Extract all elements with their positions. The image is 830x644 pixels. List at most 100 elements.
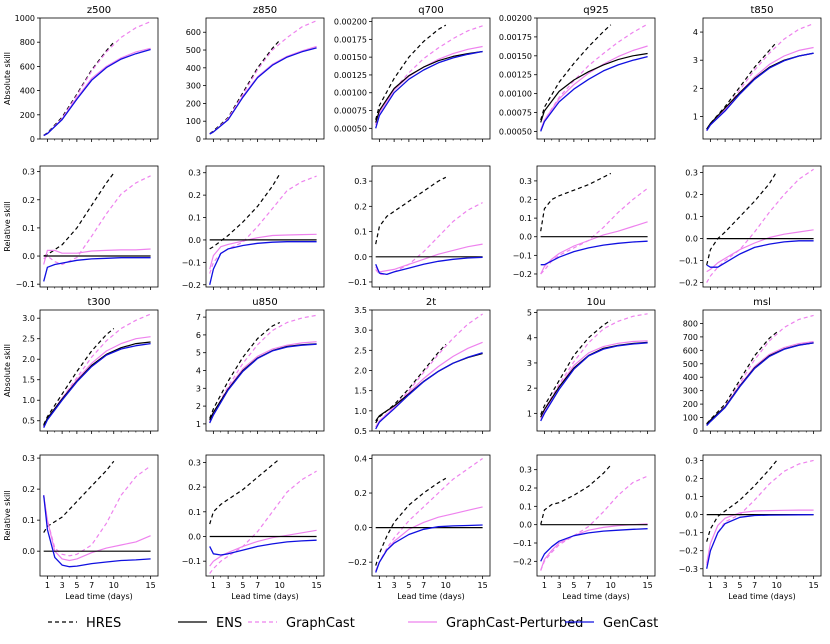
- y-tick-label: −0.3: [679, 565, 698, 574]
- y-tick-label: 0.3: [188, 458, 201, 467]
- y-tick-label: −0.2: [679, 547, 698, 556]
- x-tick-label: 5: [737, 581, 742, 590]
- x-axis-label: Lead time (days): [562, 592, 630, 601]
- y-tick-label: 0.00075: [334, 107, 367, 116]
- x-tick-label: 10: [606, 581, 616, 590]
- y-tick-label: 0.00050: [499, 127, 532, 136]
- series-line-graphcast-perturbed: [375, 243, 483, 273]
- series-line-hres: [209, 173, 281, 250]
- axes-frame: [702, 309, 822, 432]
- series-group: [706, 459, 814, 569]
- y-tick-label: 200: [20, 111, 35, 120]
- axes-frame: [39, 454, 159, 577]
- y-tick-label: 500: [186, 46, 201, 55]
- series-group: [209, 314, 317, 424]
- x-tick-label: 1: [377, 581, 382, 590]
- x-tick-label: 10: [772, 581, 782, 590]
- series-line-graphcast-perturbed: [375, 506, 483, 572]
- subplot-title: 10u: [586, 297, 605, 308]
- x-tick-label: 7: [586, 581, 591, 590]
- series-line-graphcast-perturbed: [209, 529, 317, 567]
- legend-item-graphcast: GraphCast: [248, 616, 355, 631]
- y-tick-label: 0.2: [519, 484, 532, 493]
- series-line-graphcast-perturbed: [540, 221, 648, 275]
- series-line-graphcast: [540, 313, 648, 419]
- y-tick-label: 100: [186, 117, 201, 126]
- y-tick-label: 0.3: [519, 177, 532, 186]
- axes-frame: [371, 309, 491, 432]
- series-line-hres: [540, 24, 612, 121]
- x-axis-label: Lead time (days): [231, 592, 299, 601]
- y-tick-label: 300: [683, 387, 698, 396]
- series-line-ens: [540, 52, 648, 123]
- y-tick-label: 0.1: [188, 214, 201, 223]
- series-line-hres: [375, 176, 447, 245]
- x-tick-label: 5: [571, 581, 576, 590]
- y-tick-label: 0.2: [685, 191, 698, 200]
- y-axis-label: Absolute skill: [3, 52, 12, 105]
- series-line-gencast: [43, 48, 151, 137]
- y-tick-label: 0.00150: [499, 52, 532, 61]
- y-axis-label: Relative skill: [3, 490, 12, 540]
- legend: HRES ENS GraphCast GraphCast-Perturbed GenCa…: [48, 616, 658, 631]
- y-tick-label: 0.0: [22, 547, 35, 556]
- series-group: [375, 458, 483, 573]
- y-tick-label: 600: [186, 28, 201, 37]
- subplot-r1c3: −0.2 −0.1 0.0 0.1 0.2 0.3: [513, 165, 656, 290]
- y-tick-label: −0.2: [348, 558, 367, 567]
- y-tick-label: 0.0: [188, 532, 201, 541]
- y-tick-label: 300: [186, 82, 201, 91]
- series-line-gencast: [706, 240, 814, 268]
- x-tick-label: 3: [226, 581, 231, 590]
- series-line-graphcast: [375, 25, 483, 125]
- y-tick-label: 1.0: [22, 396, 35, 405]
- y-tick-label: 0.1: [685, 213, 698, 222]
- y-tick-label: 0.00125: [499, 71, 532, 80]
- series-line-hres: [209, 321, 281, 419]
- series-line-graphcast: [209, 20, 317, 135]
- series-line-graphcast: [209, 470, 317, 574]
- x-tick-label: 3: [60, 581, 65, 590]
- legend-item-ens: ENS: [178, 616, 242, 631]
- y-tick-label: 7: [196, 313, 201, 322]
- series-line-hres: [209, 458, 281, 525]
- series-line-gencast: [706, 513, 814, 569]
- series-line-gencast: [375, 352, 483, 430]
- series-line-graphcast-perturbed: [706, 46, 814, 131]
- y-tick-label: 700: [683, 333, 698, 342]
- x-tick-label: 10: [441, 581, 451, 590]
- series-line-gencast: [43, 342, 151, 428]
- axes-frame: [536, 17, 656, 140]
- series-line-graphcast: [706, 314, 814, 426]
- y-tick-label: 0.3: [685, 456, 698, 465]
- y-tick-label: 0: [693, 427, 698, 436]
- series-line-gencast: [375, 256, 483, 276]
- y-tick-label: 0.00125: [334, 71, 367, 80]
- x-tick-label: 10: [275, 581, 285, 590]
- y-tick-label: 800: [20, 38, 35, 47]
- legend-item-gencast: GenCast: [565, 616, 658, 631]
- series-line-hres: [706, 171, 778, 266]
- subplot-r3c1: −0.1 0.0 0.1 0.2 0.3 1 3 5 7 10 15 Lead time (days): [182, 454, 325, 601]
- series-line-gencast: [43, 257, 151, 282]
- series-line-hres: [706, 460, 778, 542]
- axes-frame: [702, 165, 822, 288]
- series-group: [209, 173, 317, 285]
- legend-label: ENS: [216, 616, 242, 631]
- series-line-hres: [43, 41, 115, 136]
- y-tick-label: −0.1: [513, 251, 532, 260]
- y-tick-label: 0.1: [519, 214, 532, 223]
- y-tick-label: 400: [683, 373, 698, 382]
- series-line-graphcast: [706, 459, 814, 566]
- y-tick-label: 0.1: [519, 502, 532, 511]
- series-line-gencast: [209, 47, 317, 135]
- y-tick-label: 0.2: [354, 489, 367, 498]
- x-axis-label: Lead time (days): [397, 592, 465, 601]
- y-tick-label: −0.1: [679, 529, 698, 538]
- axes-frame: [371, 165, 491, 288]
- x-tick-label: 7: [89, 581, 94, 590]
- series-line-gencast: [375, 50, 483, 129]
- y-tick-label: 2.0: [22, 355, 35, 364]
- y-tick-label: 0.0: [685, 511, 698, 520]
- legend-label: GraphCast-Perturbed: [446, 616, 583, 631]
